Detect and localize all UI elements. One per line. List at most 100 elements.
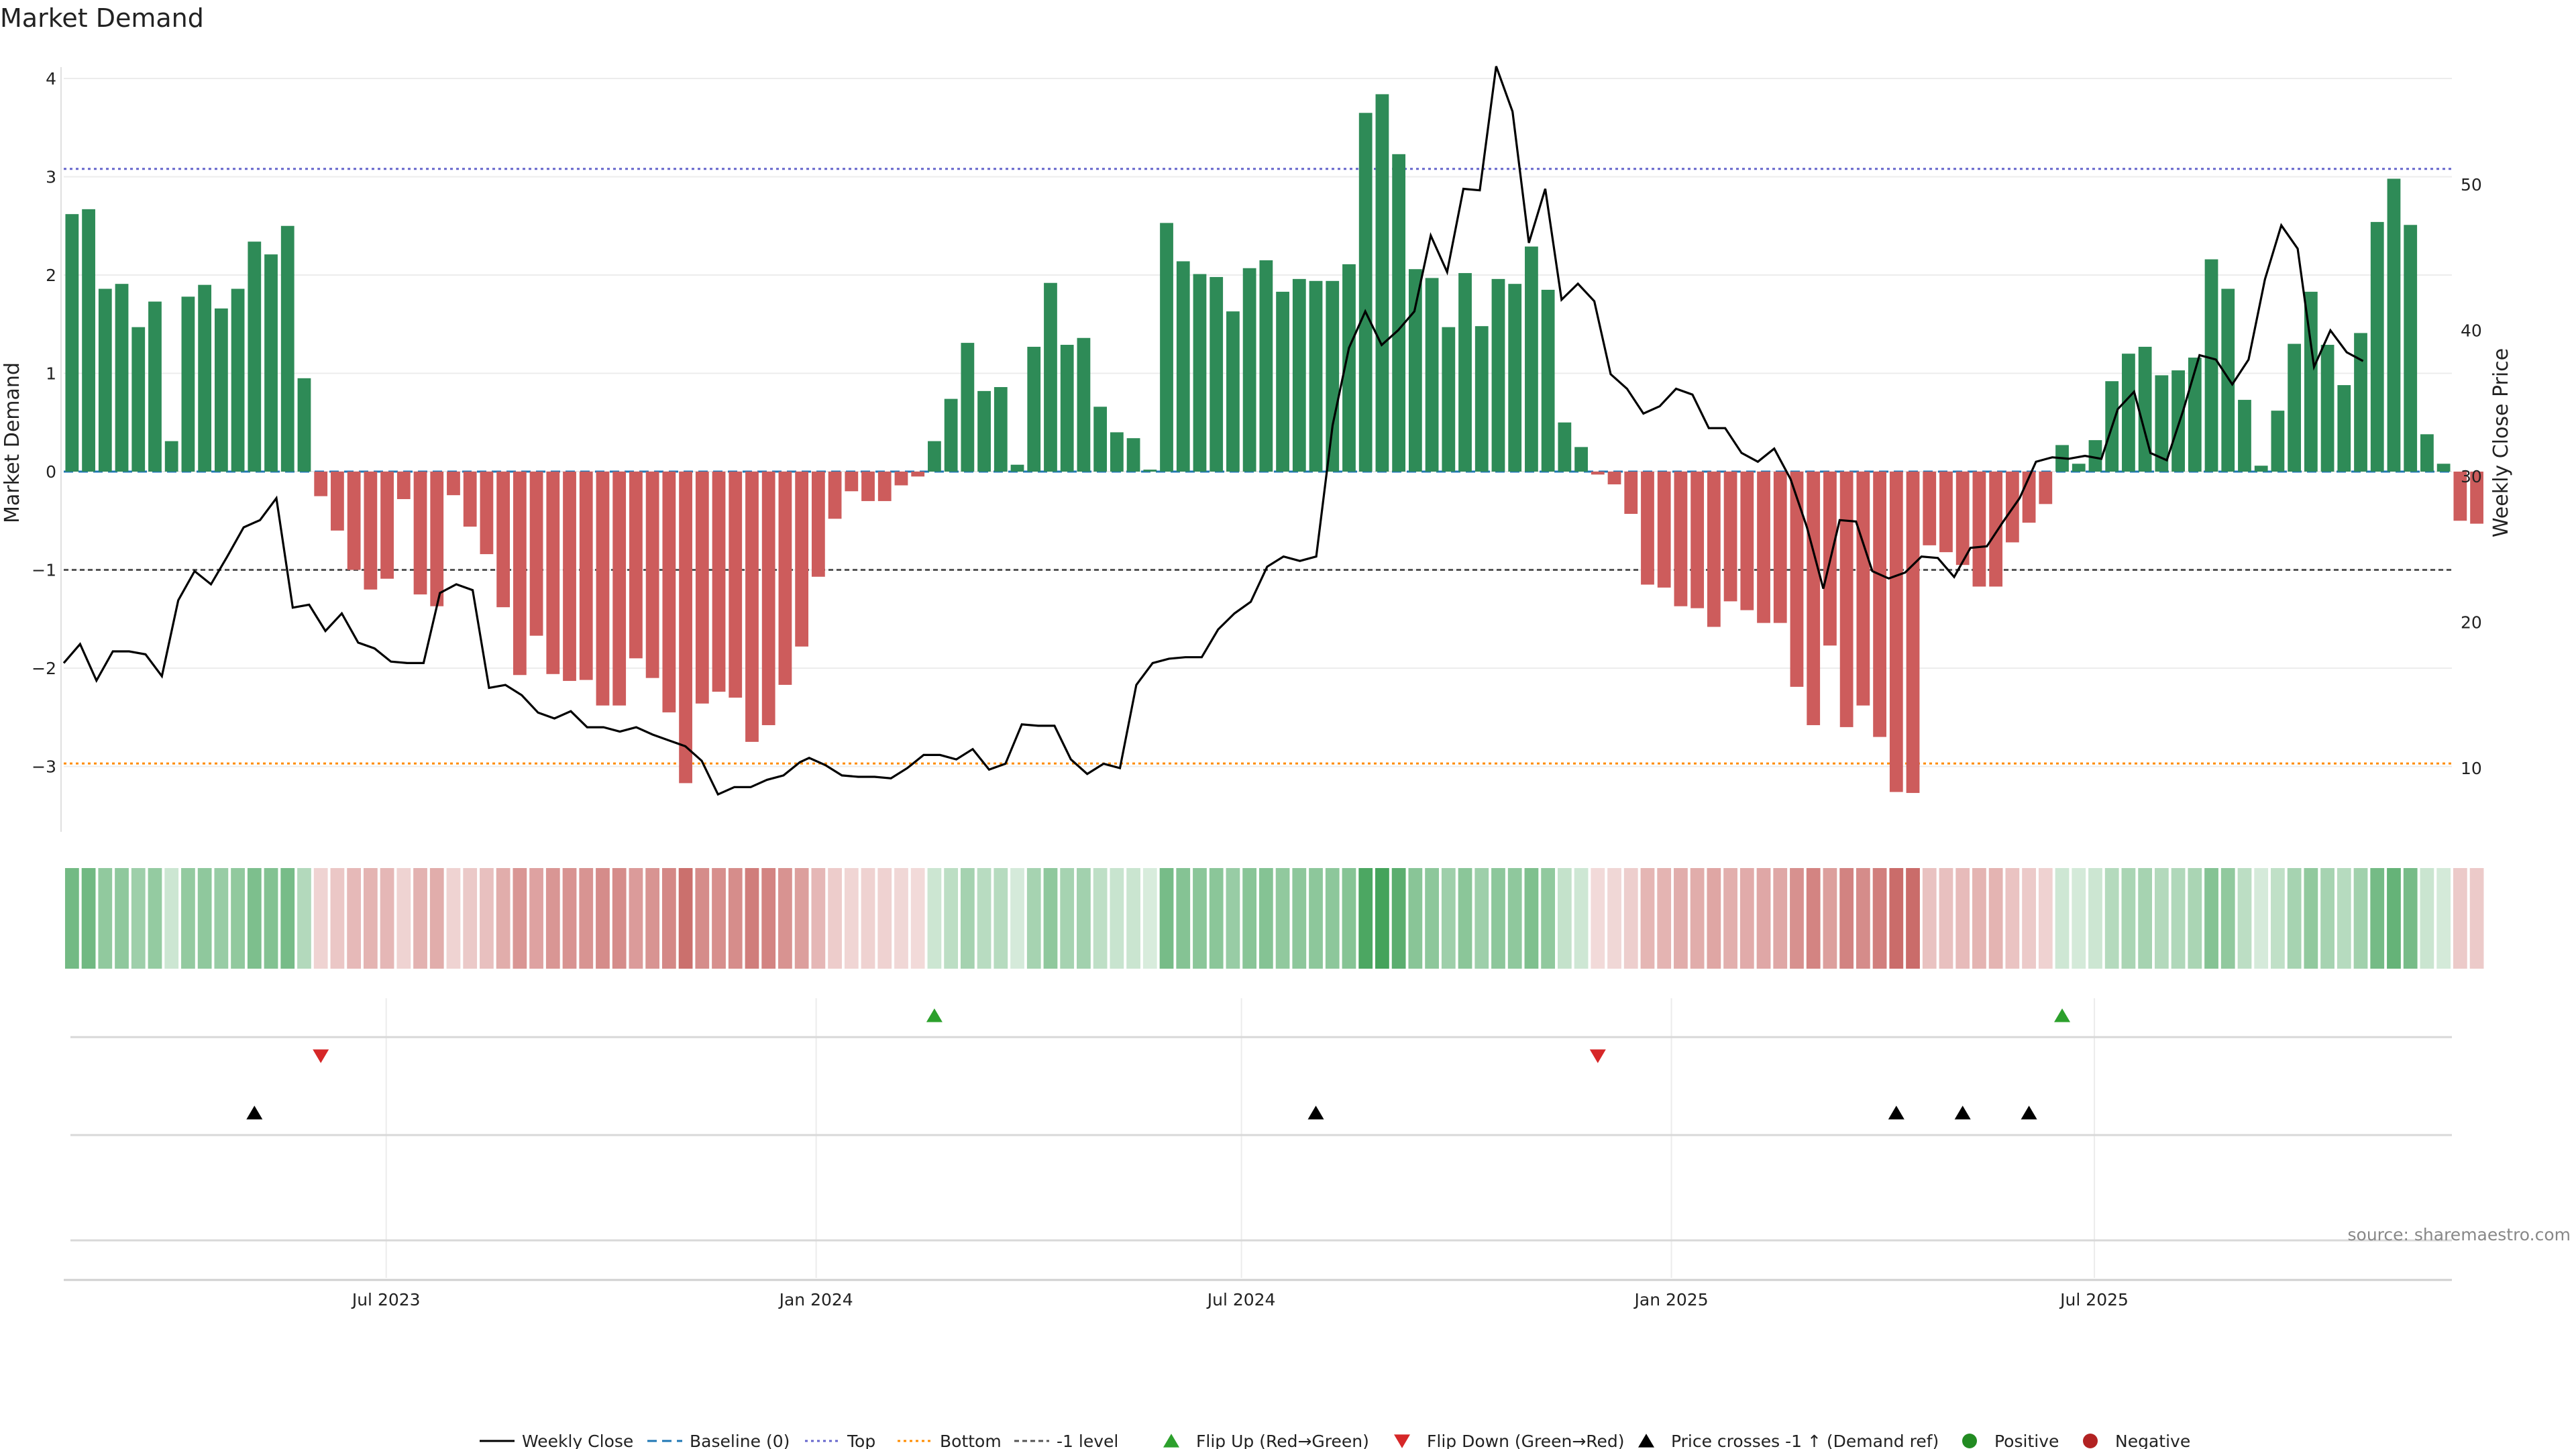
heat-cell [313, 868, 328, 969]
heat-cell [1060, 868, 1075, 969]
demand-bar [1807, 472, 1821, 725]
heat-cell [347, 868, 362, 969]
demand-bar [712, 472, 726, 692]
demand-heat-strip [64, 868, 2484, 969]
demand-bar [2420, 434, 2434, 472]
heat-cell [1872, 868, 1887, 969]
demand-bar [2254, 466, 2268, 472]
heat-cell [463, 868, 478, 969]
demand-bar [928, 441, 941, 472]
heat-cell [513, 868, 527, 969]
demand-bar [2122, 354, 2135, 472]
demand-bar [364, 472, 378, 590]
demand-bar [280, 225, 294, 472]
heat-cell [1541, 868, 1556, 969]
demand-bar [894, 472, 908, 486]
demand-bar [447, 472, 460, 496]
heat-cell [2188, 868, 2202, 969]
heat-cell [661, 868, 676, 969]
heat-cell [778, 868, 792, 969]
heat-cell [247, 868, 262, 969]
price-cross-marker [1307, 1106, 1324, 1120]
heat-cell [529, 868, 543, 969]
heat-cell [2072, 868, 2086, 969]
demand-bar [778, 472, 792, 685]
demand-bar [2370, 221, 2384, 472]
heat-cell [1142, 868, 1157, 969]
heat-cell [1939, 868, 1953, 969]
demand-bar [1955, 472, 1970, 566]
heat-cell [2220, 868, 2235, 969]
demand-bar [1292, 278, 1306, 472]
legend-label: Flip Up (Red→Green) [1196, 1432, 1369, 1449]
demand-bar [2155, 375, 2169, 472]
demand-bar [645, 472, 659, 678]
heat-cell [1242, 868, 1257, 969]
legend-label: Bottom [940, 1432, 1002, 1449]
heat-cell [712, 868, 726, 969]
demand-bar [795, 472, 809, 647]
legend-label: Top [847, 1432, 875, 1449]
heat-cell [2436, 868, 2451, 969]
demand-bar [845, 472, 859, 492]
legend-swatch-negative [2083, 1434, 2098, 1448]
heat-cell [1226, 868, 1240, 969]
heat-cell [2287, 868, 2302, 969]
demand-bar [1342, 264, 1356, 472]
demand-bar [1508, 284, 1522, 472]
demand-bar [1110, 432, 1124, 472]
heat-cell [877, 868, 892, 969]
demand-bar [1425, 278, 1439, 472]
legend-item-cross-up: Price crosses -1 ↑ (Demand ref) [1638, 1432, 1939, 1449]
demand-bar [1491, 278, 1505, 472]
demand-bar [1176, 261, 1190, 472]
heat-cell [761, 868, 776, 969]
demand-bar [1889, 472, 1903, 792]
heat-cell [1856, 868, 1870, 969]
heat-cell [1988, 868, 2003, 969]
heat-cell [629, 868, 643, 969]
demand-bar [1624, 472, 1638, 514]
demand-bar [961, 343, 975, 472]
legend-item-minus-one: -1 level [1014, 1432, 1118, 1449]
heat-cell [1574, 868, 1589, 969]
demand-bar [695, 472, 709, 704]
heat-cell [1209, 868, 1224, 969]
heat-cell [1193, 868, 1207, 969]
heat-cell [562, 868, 577, 969]
legend-swatch-flip-down [1394, 1434, 1410, 1448]
demand-bar [1873, 472, 1886, 737]
demand-bar [1358, 113, 1373, 472]
heat-cell [977, 868, 991, 969]
demand-bar [2171, 370, 2185, 472]
demand-bar [264, 254, 278, 472]
heat-cell [480, 868, 494, 969]
y-axis-label: Market Demand [1, 362, 24, 523]
heat-cell [811, 868, 826, 969]
demand-bar [1657, 472, 1671, 588]
demand-bar [1027, 346, 1041, 472]
demand-bar [1972, 472, 1986, 587]
demand-bar [944, 398, 958, 472]
heat-cell [1043, 868, 1058, 969]
demand-bar [1541, 289, 1555, 472]
y-tick-label: 4 [46, 69, 56, 89]
demand-bar [396, 472, 411, 500]
demand-bar [745, 472, 759, 742]
demand-bar [1226, 311, 1240, 472]
demand-bar [380, 472, 394, 579]
heat-cell [2320, 868, 2334, 969]
y-tick-label: 3 [46, 168, 56, 187]
demand-bar [430, 472, 444, 606]
flip-up-marker [926, 1008, 943, 1022]
demand-bar [2138, 346, 2152, 472]
x-tick-label: Jan 2025 [1633, 1290, 1709, 1309]
demand-bar [1126, 438, 1140, 472]
heat-cell [678, 868, 693, 969]
heat-cell [1408, 868, 1423, 969]
heat-cell [1955, 868, 1970, 969]
demand-bar [1210, 276, 1224, 472]
demand-bar [1143, 470, 1157, 472]
y-tick-label: −3 [32, 757, 56, 777]
demand-bar [1790, 472, 1804, 687]
